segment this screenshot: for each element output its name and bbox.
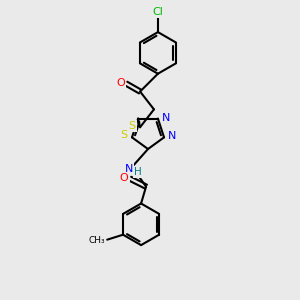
Text: O: O	[116, 78, 125, 88]
Text: Cl: Cl	[152, 7, 164, 17]
Text: N: N	[125, 164, 134, 174]
Text: N: N	[162, 112, 170, 122]
Text: S: S	[121, 130, 128, 140]
Text: N: N	[168, 131, 176, 141]
Text: S: S	[129, 121, 136, 131]
Text: H: H	[134, 167, 142, 177]
Text: CH₃: CH₃	[88, 236, 105, 245]
Text: O: O	[120, 173, 129, 183]
